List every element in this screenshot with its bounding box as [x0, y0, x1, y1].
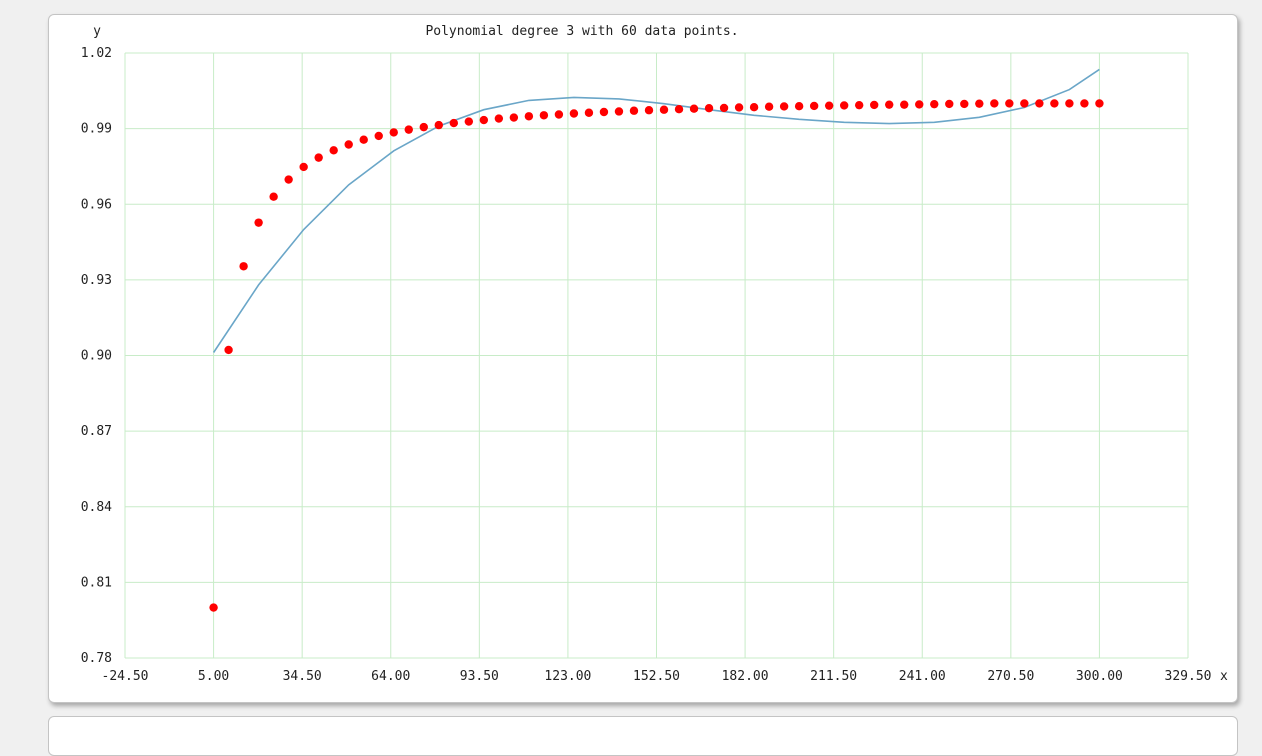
data-point	[990, 99, 999, 108]
data-point	[569, 109, 579, 118]
data-point	[314, 153, 323, 162]
data-point	[960, 99, 969, 109]
data-point	[644, 106, 654, 115]
data-point	[224, 345, 233, 355]
data-point	[614, 107, 624, 116]
x-tick-label: 34.50	[283, 669, 322, 684]
x-tick-label: 329.50	[1165, 669, 1212, 684]
x-tick-label: 64.00	[371, 669, 410, 684]
data-point	[794, 101, 804, 111]
data-point	[704, 104, 714, 113]
data-point	[779, 102, 789, 111]
x-axis-label: x	[1220, 669, 1228, 684]
y-tick-label: 0.84	[81, 500, 112, 515]
data-point	[329, 146, 338, 155]
y-tick-label: 0.96	[81, 197, 112, 212]
data-point	[239, 262, 248, 271]
secondary-panel	[48, 716, 1238, 756]
y-tick-label: 0.87	[81, 424, 112, 439]
data-point	[719, 103, 729, 113]
data-point	[915, 100, 924, 109]
fit-curve	[212, 68, 1100, 353]
data-point	[930, 99, 939, 109]
data-point	[764, 102, 774, 111]
data-point	[464, 117, 474, 126]
data-point	[824, 101, 834, 110]
data-point	[404, 125, 413, 134]
data-point	[539, 111, 549, 120]
data-point	[524, 112, 534, 121]
y-tick-label: 0.99	[81, 122, 112, 137]
data-point	[269, 192, 278, 201]
data-point	[885, 100, 894, 109]
x-tick-label: -24.50	[102, 669, 149, 684]
y-tick-label: 0.93	[81, 273, 112, 288]
data-point	[1020, 99, 1029, 108]
data-point	[509, 113, 519, 122]
data-point	[449, 118, 459, 128]
data-point	[554, 110, 564, 119]
data-point	[870, 100, 879, 110]
data-point	[359, 135, 368, 144]
x-tick-label: 93.50	[460, 669, 499, 684]
x-tick-label: 300.00	[1076, 669, 1123, 684]
data-point	[900, 100, 909, 109]
x-tick-label: 211.50	[810, 669, 857, 684]
data-point	[584, 108, 594, 117]
grid-lines	[124, 52, 1189, 659]
data-point	[494, 114, 504, 123]
y-tick-label: 1.02	[81, 46, 112, 61]
y-axis-label: y	[93, 24, 101, 39]
y-tick-label: 0.81	[81, 575, 112, 590]
data-point	[854, 100, 864, 110]
data-point	[419, 122, 428, 132]
data-point	[975, 99, 984, 108]
data-point	[434, 120, 443, 130]
data-point	[1095, 99, 1104, 108]
chart: -24.50 5.00 34.50 64.00 93.50 123.00 152.50 182…	[81, 24, 1228, 684]
data-point	[1035, 99, 1044, 108]
data-point	[374, 131, 383, 141]
data-point	[1065, 99, 1074, 108]
data-point	[839, 101, 849, 110]
x-tick-label: 270.50	[987, 669, 1034, 684]
x-tick-label: 182.00	[722, 669, 769, 684]
data-point	[284, 175, 293, 184]
data-point	[1050, 99, 1059, 108]
chart-title: Polynomial degree 3 with 60 data points.	[425, 24, 738, 39]
data-point	[809, 101, 819, 111]
data-point	[479, 115, 489, 125]
y-tick-label: 0.78	[81, 651, 112, 666]
y-tick-label: 0.90	[81, 349, 112, 364]
data-point	[1080, 99, 1089, 108]
data-point	[344, 140, 353, 149]
x-tick-label: 241.00	[899, 669, 946, 684]
data-point	[659, 105, 669, 114]
x-tick-label: 123.00	[544, 669, 591, 684]
tick-labels: -24.50 5.00 34.50 64.00 93.50 123.00 152.50 182…	[81, 46, 1212, 684]
data-point	[209, 603, 218, 612]
data-point	[629, 106, 639, 115]
data-point	[749, 102, 759, 112]
data-point	[299, 162, 308, 172]
x-tick-label: 152.50	[633, 669, 680, 684]
data-point	[389, 128, 398, 137]
data-point	[689, 104, 699, 113]
x-tick-label: 5.00	[198, 669, 229, 684]
data-point	[945, 99, 954, 109]
data-point	[599, 107, 609, 117]
data-point	[734, 103, 744, 112]
data-point	[254, 218, 263, 227]
data-point	[674, 105, 684, 114]
data-point	[1005, 99, 1014, 108]
data-marks	[209, 68, 1104, 612]
